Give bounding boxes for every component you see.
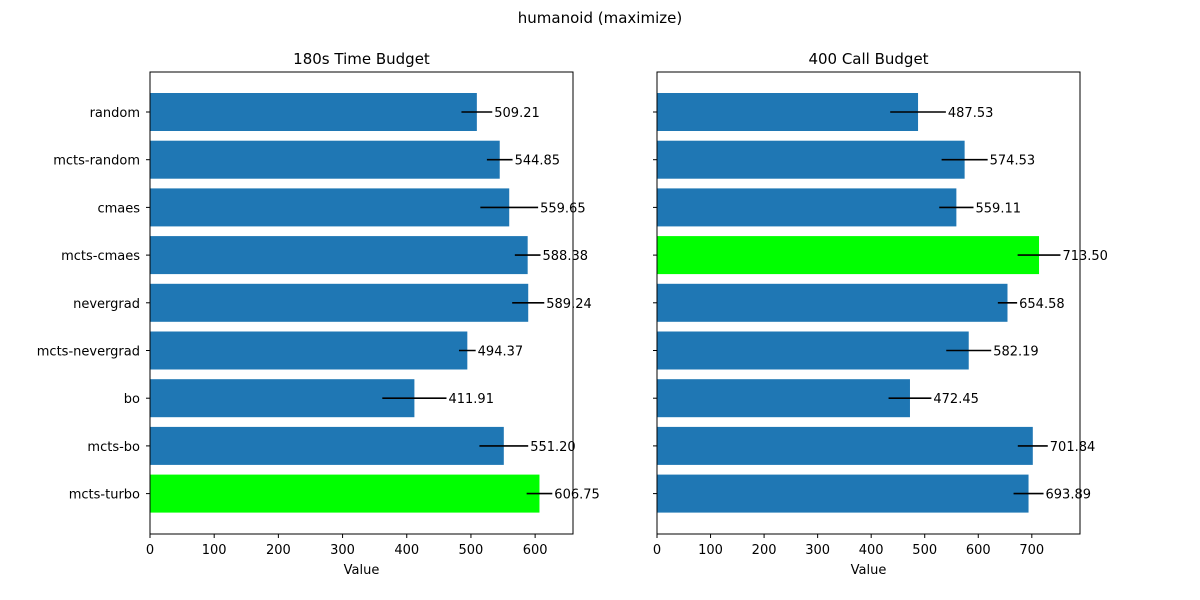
- figure-title: humanoid (maximize): [517, 9, 683, 27]
- chart-panel-2: 400 Call Budget 487.53 574.53 559.11 713.50 6…: [653, 50, 1108, 578]
- x-axis-label: Value: [344, 563, 380, 578]
- x-tick-label: 700: [1019, 543, 1044, 558]
- x-tick-label: 0: [653, 543, 661, 558]
- bar-random: [657, 93, 919, 131]
- x-tick-label: 300: [805, 543, 830, 558]
- data-label: 589.24: [546, 297, 592, 312]
- bar-cmaes: [657, 188, 957, 227]
- data-label: 509.21: [494, 106, 539, 121]
- bar-random: [150, 93, 477, 131]
- bar-mcts-turbo: [657, 474, 1029, 513]
- y-tick-label: mcts-bo: [87, 440, 140, 455]
- bar-nevergrad: [657, 283, 1008, 322]
- chart-title: 400 Call Budget: [808, 50, 928, 68]
- data-label: 654.58: [1019, 297, 1065, 312]
- data-label: 559.11: [976, 201, 1022, 216]
- x-tick-label: 200: [266, 543, 291, 558]
- bar-mcts-cmaes: [657, 236, 1040, 275]
- data-label: 494.37: [478, 345, 524, 360]
- bar-bo: [657, 379, 910, 418]
- y-tick-label: mcts-cmaes: [61, 249, 140, 264]
- x-tick-label: 100: [698, 543, 723, 558]
- y-tick-label: cmaes: [97, 201, 140, 216]
- data-label: 487.53: [948, 106, 994, 121]
- axes-frame: [656, 71, 1081, 535]
- bar-mcts-nevergrad: [150, 331, 468, 370]
- x-axis-label: Value: [851, 563, 887, 578]
- y-tick-label: nevergrad: [73, 297, 140, 312]
- x-tick-label: 500: [912, 543, 937, 558]
- chart-title: 180s Time Budget: [293, 50, 430, 68]
- data-label: 582.19: [993, 345, 1039, 360]
- x-tick-label: 200: [752, 543, 777, 558]
- data-label: 588.38: [543, 249, 589, 264]
- bar-cmaes: [150, 188, 510, 227]
- bar-mcts-nevergrad: [657, 331, 969, 370]
- bar-mcts-turbo: [150, 474, 540, 513]
- x-tick-label: 600: [966, 543, 991, 558]
- x-tick-label: 400: [859, 543, 884, 558]
- data-label: 551.20: [530, 440, 576, 455]
- bar-mcts-random: [150, 140, 500, 179]
- x-tick-label: 400: [394, 543, 419, 558]
- x-tick-label: 100: [202, 543, 227, 558]
- data-label: 701.84: [1050, 440, 1096, 455]
- data-label: 472.45: [933, 392, 979, 407]
- x-tick-label: 300: [330, 543, 355, 558]
- y-tick-label: bo: [124, 392, 140, 407]
- data-label: 411.91: [448, 392, 494, 407]
- y-tick-label: mcts-turbo: [69, 488, 140, 503]
- data-label: 559.65: [540, 201, 586, 216]
- chart-panel-1: 180s Time Budget 509.21 random 544.85 mcts-r…: [37, 50, 600, 578]
- bar-bo: [150, 379, 415, 418]
- axes-frame: [149, 71, 574, 535]
- x-tick-label: 600: [523, 543, 548, 558]
- data-label: 713.50: [1062, 249, 1108, 264]
- y-tick-label: mcts-nevergrad: [37, 345, 140, 360]
- data-label: 574.53: [990, 154, 1035, 169]
- data-label: 544.85: [515, 154, 561, 169]
- bar-mcts-bo: [150, 426, 504, 465]
- bar-nevergrad: [150, 283, 529, 322]
- x-tick-label: 500: [459, 543, 484, 558]
- data-label: 693.89: [1046, 488, 1092, 503]
- y-tick-label: random: [90, 106, 140, 121]
- y-tick-label: mcts-random: [53, 154, 140, 169]
- bar-mcts-random: [657, 140, 965, 179]
- data-label: 606.75: [554, 488, 600, 503]
- x-tick-label: 0: [146, 543, 154, 558]
- bar-mcts-bo: [657, 426, 1033, 465]
- bar-mcts-cmaes: [150, 236, 528, 275]
